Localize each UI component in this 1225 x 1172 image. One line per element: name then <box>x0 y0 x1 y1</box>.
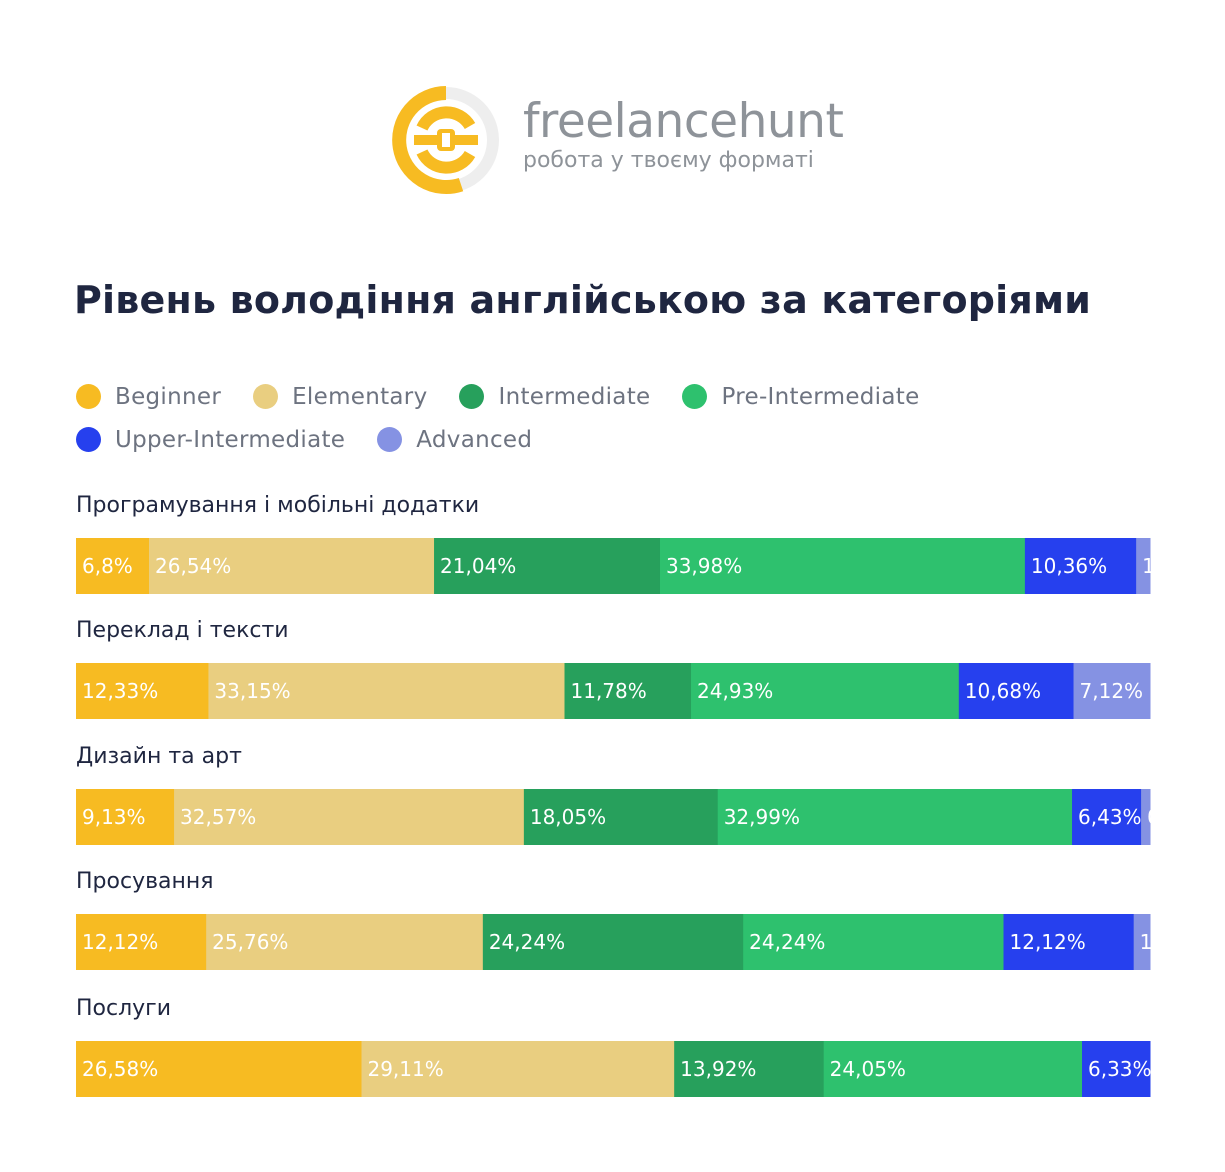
category-label: Дизайн та арт <box>76 744 242 769</box>
brand-tagline: робота у твоєму форматі <box>523 148 814 173</box>
bar-segment-advanced <box>1141 789 1151 845</box>
data-label: 33,15% <box>214 679 290 703</box>
data-label: 6,33% <box>1088 1057 1152 1081</box>
legend-swatch-intermediate <box>459 384 485 409</box>
bar-segment-beginner <box>76 914 207 970</box>
bar-segment-advanced <box>1133 914 1151 970</box>
legend-item-beginner: Beginner <box>76 384 221 410</box>
bar-segment-pre-intermediate <box>717 789 1073 845</box>
bar-segment-pre-intermediate <box>691 663 960 719</box>
data-label: 6,8% <box>82 554 133 578</box>
legend-item-intermediate: Intermediate <box>459 384 650 410</box>
brand-name: freelancehunt <box>523 94 844 149</box>
data-label: 9,13% <box>82 805 146 829</box>
data-label: 25,76% <box>212 930 288 954</box>
data-label: 12,12% <box>1010 930 1086 954</box>
bar-segment-elementary <box>149 538 435 594</box>
legend-label: Pre-Intermediate <box>721 383 920 410</box>
data-label: 12,33% <box>82 679 158 703</box>
category-label: Переклад і тексти <box>76 618 289 643</box>
legend-item-elementary: Elementary <box>253 384 427 410</box>
data-label: 1,29% <box>1142 554 1206 578</box>
legend-label: Intermediate <box>498 383 651 410</box>
legend-swatch-pre-intermediate <box>682 384 708 409</box>
legend-row: Beginner Elementary Intermediate Pre-Int… <box>76 375 1176 418</box>
freelancehunt-logo-icon <box>392 86 499 194</box>
data-label: 29,11% <box>367 1057 443 1081</box>
data-label: 24,24% <box>489 930 565 954</box>
data-label: 10,68% <box>965 679 1041 703</box>
legend-label: Beginner <box>115 383 222 410</box>
bar-segment-advanced <box>1073 663 1151 719</box>
bar-segment-pre-intermediate <box>743 914 1005 970</box>
data-label: 0,83% <box>1147 805 1211 829</box>
legend-item-advanced: Advanced <box>377 427 532 453</box>
bar-segment-beginner <box>76 789 175 845</box>
legend-label: Upper-Intermediate <box>115 426 346 453</box>
bar-segment-intermediate <box>674 1041 825 1097</box>
bar-segment-intermediate <box>523 789 719 845</box>
bar-segment-upper-intermediate <box>958 663 1075 719</box>
data-label: 10,36% <box>1031 554 1107 578</box>
legend-label: Elementary <box>292 383 428 410</box>
bar-segment-pre-intermediate <box>823 1041 1083 1097</box>
category-label: Послуги <box>76 996 171 1021</box>
category-label: Програмування і мобільні додатки <box>76 493 479 518</box>
legend-item-pre-intermediate: Pre-Intermediate <box>682 384 919 410</box>
data-label: 33,98% <box>666 554 742 578</box>
data-label: 7,12% <box>1080 679 1144 703</box>
data-label: 18,05% <box>530 805 606 829</box>
data-label: 11,78% <box>571 679 647 703</box>
data-label: 12,12% <box>82 930 158 954</box>
category-label: Просування <box>76 869 214 894</box>
data-label: 13,92% <box>680 1057 756 1081</box>
legend-item-upper-intermediate: Upper-Intermediate <box>76 427 345 453</box>
data-label: 24,05% <box>830 1057 906 1081</box>
bar-segment-elementary <box>174 789 525 845</box>
bar-segment-beginner <box>76 1041 362 1097</box>
bar-segment-beginner <box>76 663 209 719</box>
bar-segment-upper-intermediate <box>1082 1041 1151 1097</box>
chart-title: Рівень володіння англійською за категорі… <box>74 278 1092 322</box>
bar-segment-pre-intermediate <box>659 538 1026 594</box>
chart-legend: Beginner Elementary Intermediate Pre-Int… <box>76 375 1176 461</box>
data-label: 21,04% <box>440 554 516 578</box>
legend-row: Upper-Intermediate Advanced <box>76 418 1176 461</box>
data-label: 24,24% <box>749 930 825 954</box>
data-label: 26,54% <box>155 554 231 578</box>
bar-segment-beginner <box>76 538 150 594</box>
legend-swatch-upper-intermediate <box>76 427 101 452</box>
data-label: 32,57% <box>180 805 256 829</box>
bar-segment-elementary <box>208 663 566 719</box>
legend-swatch-elementary <box>253 384 279 409</box>
data-label: 32,99% <box>724 805 800 829</box>
legend-swatch-beginner <box>76 384 101 409</box>
data-label: 26,58% <box>82 1057 158 1081</box>
legend-swatch-advanced <box>377 427 403 452</box>
bar-segment-intermediate <box>482 914 744 970</box>
bar-segment-upper-intermediate <box>1024 538 1137 594</box>
brand-logo: freelancehunt робота у твоєму форматі <box>390 84 850 196</box>
bar-segment-elementary <box>361 1041 675 1097</box>
data-label: 1,52% <box>1140 930 1204 954</box>
data-label: 6,43% <box>1078 805 1142 829</box>
bar-segment-intermediate <box>434 538 661 594</box>
legend-label: Advanced <box>416 426 533 453</box>
bar-segment-upper-intermediate <box>1003 914 1135 970</box>
bar-segment-elementary <box>206 914 484 970</box>
bar-segment-advanced <box>1136 538 1151 594</box>
data-label: 24,93% <box>697 679 773 703</box>
bar-segment-upper-intermediate <box>1072 789 1142 845</box>
bar-segment-intermediate <box>564 663 692 719</box>
